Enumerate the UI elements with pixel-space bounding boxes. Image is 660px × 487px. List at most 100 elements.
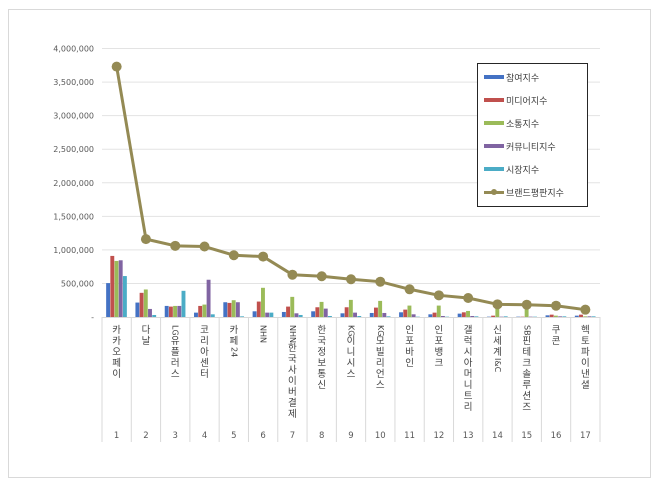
bar bbox=[474, 316, 479, 317]
bar bbox=[407, 305, 412, 317]
y-tick-label: 3,500,000 bbox=[53, 78, 94, 87]
line-marker bbox=[287, 269, 298, 280]
y-tick-label: - bbox=[91, 313, 94, 322]
y-tick-label: 3,000,000 bbox=[53, 112, 94, 121]
x-category-label: NHN bbox=[258, 325, 268, 343]
bar bbox=[311, 311, 316, 317]
legend-label: 참여지수 bbox=[506, 73, 540, 84]
legend-item-brand-reputation: 브랜드평판지수 bbox=[484, 185, 564, 199]
y-tick-label: 500,000 bbox=[61, 279, 94, 288]
legend-swatch-icon bbox=[484, 75, 504, 79]
legend-label: 미디어지수 bbox=[506, 96, 548, 107]
line-marker bbox=[258, 251, 269, 262]
bar bbox=[348, 299, 353, 317]
bar bbox=[252, 311, 257, 317]
bar bbox=[110, 255, 115, 317]
bar bbox=[533, 316, 537, 318]
line-marker bbox=[551, 300, 562, 311]
rank-label: 3 bbox=[173, 431, 178, 441]
x-category-label: LG 유 플 러 스 bbox=[170, 325, 180, 380]
bar bbox=[491, 315, 496, 317]
y-axis-ticks: - 500,000 1,000,000 1,500,000 2,000,000 2,500… bbox=[53, 45, 94, 323]
bar bbox=[378, 300, 383, 317]
bar bbox=[177, 305, 182, 317]
bar bbox=[520, 316, 525, 318]
bar bbox=[369, 312, 374, 317]
line-marker bbox=[346, 274, 356, 285]
legend-line-marker-icon bbox=[484, 188, 504, 195]
line-marker bbox=[170, 240, 181, 251]
y-tick-label: 1,000,000 bbox=[53, 246, 94, 255]
rank-label: 2 bbox=[143, 431, 148, 441]
bar bbox=[164, 305, 169, 317]
line-marker bbox=[521, 299, 532, 310]
bar bbox=[353, 312, 357, 317]
bar bbox=[524, 306, 529, 317]
x-category-label: 카 페 24 bbox=[229, 325, 239, 358]
bar bbox=[499, 316, 504, 318]
bar bbox=[323, 308, 328, 317]
y-tick-label: 2,000,000 bbox=[53, 179, 94, 188]
bar bbox=[340, 313, 345, 317]
legend-swatch-icon bbox=[484, 167, 504, 171]
legend-item-community: 커뮤니티지수 bbox=[484, 139, 556, 153]
bar bbox=[411, 314, 416, 317]
bar bbox=[194, 312, 198, 317]
legend-item-market: 시장지수 bbox=[484, 162, 539, 176]
bar bbox=[457, 313, 462, 317]
x-category-label: NHN 한 국 사 이 버 결 제 bbox=[287, 325, 297, 420]
rank-label: 15 bbox=[521, 431, 532, 441]
brand-reputation-line bbox=[111, 61, 591, 315]
legend-swatch-icon bbox=[484, 144, 504, 148]
line-marker bbox=[404, 284, 415, 295]
bar bbox=[503, 316, 508, 317]
bar bbox=[152, 314, 157, 317]
rank-label: 13 bbox=[463, 431, 474, 441]
rank-label: 6 bbox=[260, 431, 265, 441]
bar bbox=[298, 314, 303, 317]
bar bbox=[290, 296, 295, 317]
bar bbox=[143, 289, 148, 317]
bar bbox=[495, 306, 500, 317]
rank-label: 14 bbox=[492, 431, 503, 441]
line-marker bbox=[580, 304, 591, 315]
bar bbox=[415, 316, 420, 318]
y-tick-label: 2,500,000 bbox=[53, 145, 94, 154]
legend-item-communication: 소통지수 bbox=[484, 116, 539, 130]
rank-label: 7 bbox=[290, 431, 295, 441]
bar bbox=[583, 316, 588, 317]
bar bbox=[223, 302, 228, 317]
y-tick-label: 1,500,000 bbox=[53, 212, 94, 221]
x-category-label: KG 이 니 시 스 bbox=[346, 325, 356, 381]
bar bbox=[114, 260, 119, 317]
bar bbox=[139, 292, 144, 317]
legend-label: 커뮤니티지수 bbox=[506, 142, 556, 153]
bar bbox=[118, 260, 123, 317]
category-table: 1 2 3 4 5 6 7 8 9 10 11 12 13 14 15 16 17 bbox=[101, 317, 601, 442]
bar bbox=[328, 315, 332, 317]
y-tick-label: 4,000,000 bbox=[53, 45, 94, 54]
line-marker bbox=[228, 250, 239, 261]
bar bbox=[528, 316, 533, 318]
bar bbox=[440, 315, 445, 317]
rank-label: 10 bbox=[375, 431, 386, 441]
bar bbox=[319, 301, 324, 317]
line-marker bbox=[140, 234, 151, 245]
bar bbox=[231, 300, 236, 317]
line-marker bbox=[316, 271, 327, 282]
bar bbox=[198, 305, 203, 317]
x-category-label: 신 세 계 I&C bbox=[492, 325, 502, 373]
bar-series bbox=[106, 255, 596, 318]
bar bbox=[148, 308, 152, 317]
bar bbox=[202, 304, 207, 317]
x-category-label: SB 핀 테 크 솔 루 션 즈 bbox=[522, 325, 532, 413]
rank-label: 5 bbox=[231, 431, 236, 441]
legend-label: 소통지수 bbox=[506, 119, 540, 130]
